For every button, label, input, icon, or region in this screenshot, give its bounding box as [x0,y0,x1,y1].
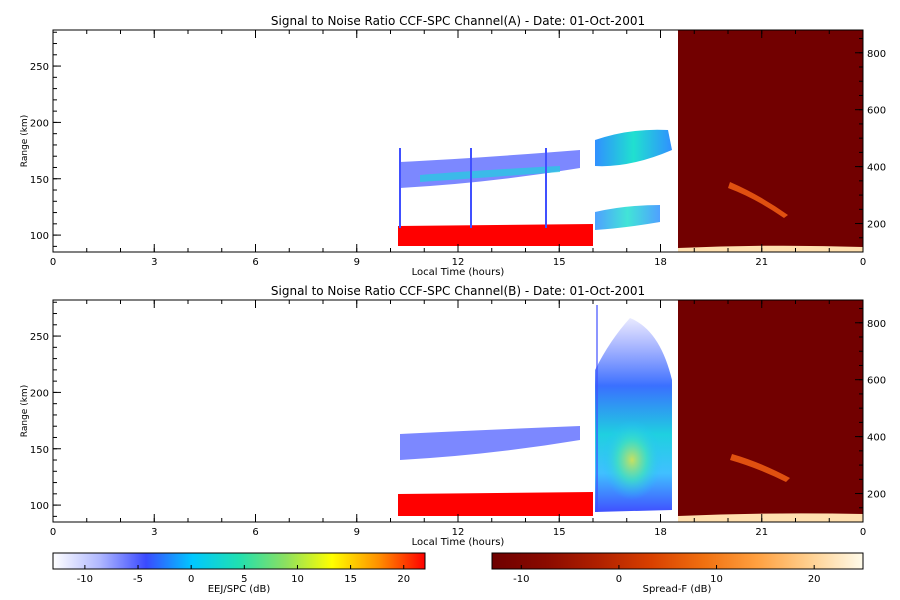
panel-b-xtick-label: 0 [50,527,56,538]
colorbar-spread-f-tick-label: 0 [616,574,622,585]
panel-a-title: Signal to Noise Ratio CCF-SPC Channel(A)… [271,14,645,28]
panel-a-xtick-label: 6 [252,257,258,268]
panel-a-echo-upper-core [420,166,560,182]
panel-a-spread-f-floor [678,245,863,252]
panel-a-xtick-label: 0 [50,257,56,268]
panel-a-y2tick-label: 200 [867,220,886,231]
colorbar-spread-f-ticks: -10 0 10 20 [513,565,821,585]
panel-b-axes: 0 3 6 9 12 15 18 21 0 100 150 200 250 200 400 600 800 [30,299,886,538]
panel-a-xtick-label: 21 [755,257,768,268]
panel-a-y2tick-label: 800 [867,49,886,60]
panel-b-xtick-label: 3 [151,527,157,538]
panel-a-ytick-label: 200 [30,118,49,129]
panel-b-plume-core [602,420,662,500]
colorbar-eej-tick-label: 15 [344,574,357,585]
panel-b-data-layer [398,300,863,522]
colorbar-eej-tick-label: 10 [291,574,304,585]
panel-a-ytick-label: 100 [30,231,49,242]
panel-a-spread-f-region [678,30,863,252]
colorbar-spread-f-label: Spread-F (dB) [643,584,712,595]
panel-a-ytick-label: 250 [30,62,49,73]
panel-b-title: Signal to Noise Ratio CCF-SPC Channel(B)… [271,284,645,298]
panel-a-xtick-label: 15 [553,257,566,268]
colorbar-spread-f-tick-label: -10 [513,574,529,585]
panel-b-y2tick-label: 200 [867,490,886,501]
panel-a-spread-f-echo [728,182,788,218]
colorbar-spread-f-bar [491,552,864,570]
panel-a-echo-mid [595,205,660,230]
panel-b-spread-f-region [678,300,863,522]
panel-a: Signal to Noise Ratio CCF-SPC Channel(A)… [20,14,886,278]
panel-b-ytick-label: 100 [30,501,49,512]
colorbar-spread-f-tick-label: 20 [808,574,821,585]
panel-b-xtick-label: 12 [452,527,465,538]
panel-b-xtick-label: 15 [553,527,566,538]
panel-a-data-layer [398,30,863,252]
panel-b-xtick-label: 21 [755,527,768,538]
panel-b-ytick-label: 250 [30,332,49,343]
panel-a-xtick-label: 9 [354,257,360,268]
panel-b-eej-red-band [398,492,593,516]
colorbar-eej: -10 -5 0 5 10 15 20 EEJ/SPC (dB) [52,552,426,595]
panel-b-xtick-label: 18 [654,527,667,538]
colorbar-eej-tick-label: -10 [77,574,93,585]
panel-a-ylabel: Range (km) [20,115,30,167]
panel-a-ytick-label: 150 [30,175,49,186]
panel-a-y2tick-label: 600 [867,106,886,117]
colorbar-eej-label: EEJ/SPC (dB) [208,584,271,595]
colorbar-spread-f-tick-label: 10 [710,574,723,585]
panel-b-ytick-label: 200 [30,388,49,399]
colorbar-eej-tick-label: 20 [397,574,410,585]
panel-b-xtick-label: 9 [354,527,360,538]
panel-b-spread-f-floor [678,513,863,522]
panel-a-xtick-label: 3 [151,257,157,268]
colorbar-eej-tick-label: 0 [188,574,194,585]
panel-a-xtick-label: 12 [452,257,465,268]
panel-b-ylabel: Range (km) [20,385,30,437]
panel-b-echo-upper [400,426,580,460]
panel-b-xtick-label: 0 [860,527,866,538]
panel-b-y2tick-label: 400 [867,433,886,444]
panel-b-y2tick-label: 600 [867,376,886,387]
panel-a-y2tick-label: 400 [867,163,886,174]
panel-b-xlabel: Local Time (hours) [412,537,505,548]
panel-b: Signal to Noise Ratio CCF-SPC Channel(B)… [20,284,886,548]
colorbar-spread-f: -10 0 10 20 Spread-F (dB) [491,552,864,595]
colorbar-eej-tick-label: -5 [133,574,143,585]
panel-a-axes: 0 3 6 9 12 15 18 21 0 100 150 200 250 200 400 600 800 [30,29,886,268]
panel-b-xtick-label: 6 [252,527,258,538]
panel-a-xtick-label: 0 [860,257,866,268]
panel-a-xlabel: Local Time (hours) [412,267,505,278]
panel-b-y2tick-label: 800 [867,319,886,330]
panel-a-eej-red-band [398,224,593,246]
panel-a-echo-high [595,129,672,167]
colorbar-eej-tick-label: 5 [241,574,247,585]
colorbar-eej-bar [52,552,426,570]
colorbar-eej-ticks: -10 -5 0 5 10 15 20 [77,565,410,585]
panel-b-ytick-label: 150 [30,445,49,456]
panel-a-xtick-label: 18 [654,257,667,268]
panel-b-spread-f-echo [730,454,790,482]
